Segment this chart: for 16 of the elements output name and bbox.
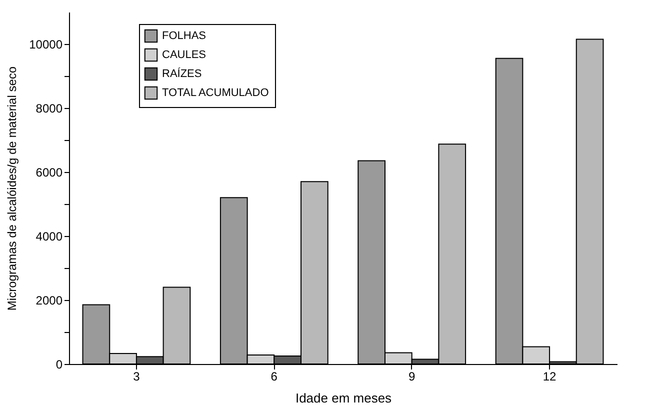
- y-tick-label: 10000: [29, 38, 63, 52]
- x-tick-label: 6: [270, 370, 278, 384]
- y-tick-label: 6000: [36, 166, 63, 180]
- legend-label: RAÍZES: [162, 67, 202, 80]
- legend-label: FOLHAS: [162, 30, 206, 42]
- x-tick-label: 3: [133, 370, 140, 384]
- y-axis-title: Microgramas de alcalóides/g de material seco: [5, 66, 20, 311]
- y-tick-label: 4000: [36, 230, 63, 244]
- legend-label: TOTAL ACUMULADO: [162, 87, 270, 99]
- y-tick-label: 2000: [36, 294, 63, 308]
- y-tick-label: 0: [56, 358, 63, 372]
- x-tick-label: 12: [542, 370, 557, 384]
- y-tick-label: 8000: [36, 102, 63, 116]
- x-axis-title: Idade em meses: [295, 390, 392, 406]
- legend-label: CAULES: [162, 49, 206, 61]
- x-tick-label: 9: [408, 370, 416, 384]
